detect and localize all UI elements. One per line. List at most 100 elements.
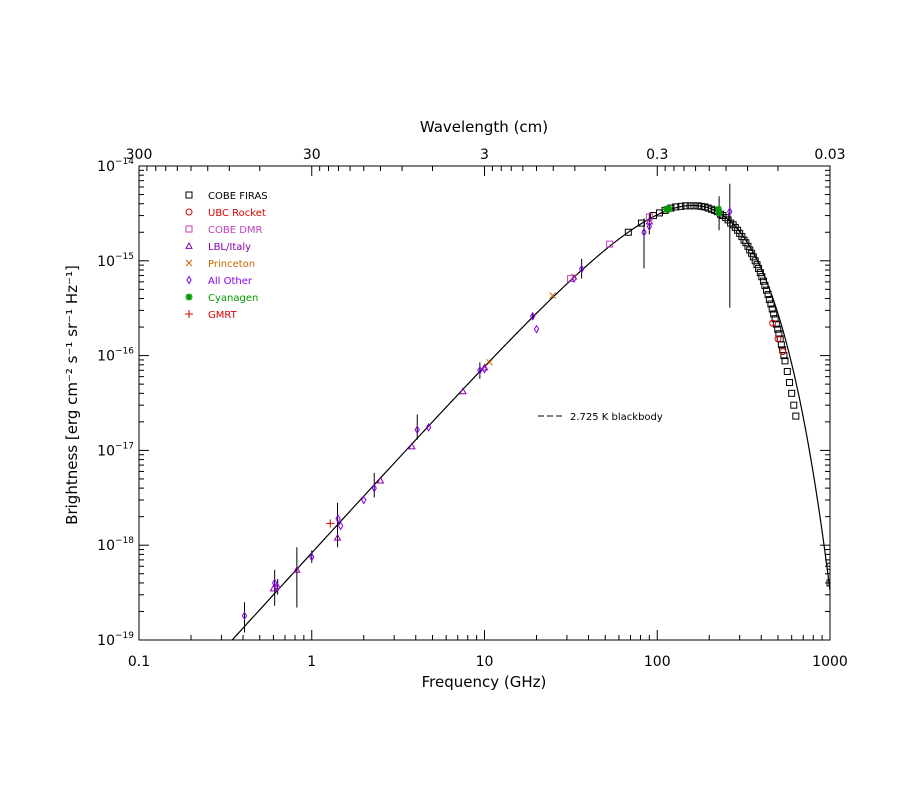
point-cobe-firas xyxy=(738,233,746,241)
point-all-other xyxy=(414,425,420,435)
legend-label-cobe-dmr: COBE DMR xyxy=(208,225,263,236)
point-all-other xyxy=(727,207,733,217)
point-cobe-firas xyxy=(727,219,735,227)
top-tick-label: 30 xyxy=(303,147,321,163)
point-all-other xyxy=(571,274,577,284)
x-tick-label: 10 xyxy=(476,654,494,670)
legend-symbol-gmrt xyxy=(185,310,193,318)
point-cobe-firas xyxy=(756,269,764,277)
point-cobe-firas xyxy=(770,310,778,318)
legend-label-lbl-italy: LBL/Italy xyxy=(208,242,251,253)
point-all-other xyxy=(241,611,248,621)
point-cobe-firas xyxy=(742,239,750,247)
point-cobe-firas xyxy=(774,325,782,333)
point-cobe-firas xyxy=(751,257,759,265)
point-cobe-firas xyxy=(772,320,780,328)
point-cobe-firas xyxy=(672,203,680,211)
point-cobe-firas xyxy=(690,202,698,210)
point-cobe-firas xyxy=(755,264,763,272)
point-cobe-firas xyxy=(786,379,794,387)
data-markers xyxy=(241,202,830,621)
point-all-other xyxy=(641,227,647,237)
point-cobe-firas xyxy=(781,357,789,365)
point-lbl-italy xyxy=(269,584,278,592)
error-bars xyxy=(243,183,731,633)
y-tick-label: 10−18 xyxy=(97,536,134,554)
legend-symbol-lbl-italy xyxy=(185,241,193,249)
point-ubc-rocket xyxy=(779,348,787,356)
point-cyanagen xyxy=(715,209,723,217)
point-cobe-firas xyxy=(686,202,694,210)
point-lbl-italy xyxy=(376,476,385,484)
point-cobe-firas xyxy=(722,214,730,222)
point-ubc-rocket xyxy=(769,319,777,327)
top-tick-label: 3 xyxy=(480,147,489,163)
point-all-other xyxy=(361,495,367,505)
point-cobe-firas xyxy=(826,579,830,587)
legend-label-all-other: All Other xyxy=(208,276,253,287)
point-all-other xyxy=(578,264,585,274)
point-all-other xyxy=(371,483,377,493)
point-cobe-firas xyxy=(792,412,800,420)
x-tick-label: 1000 xyxy=(812,654,848,670)
y-tick-label: 10−14 xyxy=(97,157,134,175)
legend-label-gmrt: GMRT xyxy=(208,310,238,321)
legend: COBE FIRAS UBC Rocket COBE DMR LBL/Italy Pri… xyxy=(185,191,268,321)
point-all-other xyxy=(274,582,281,592)
point-cobe-firas xyxy=(764,291,772,299)
legend-symbol-ubc-rocket xyxy=(185,208,193,216)
point-cobe-firas xyxy=(748,249,756,257)
legend-symbol-all-other xyxy=(186,275,192,285)
point-all-other xyxy=(309,552,315,562)
point-cobe-firas xyxy=(763,286,771,294)
point-all-other xyxy=(533,324,540,334)
point-cobe-firas xyxy=(761,281,769,289)
point-cobe-dmr xyxy=(645,213,653,221)
point-cobe-firas xyxy=(767,300,775,308)
top-tick-label: 0.3 xyxy=(646,147,668,163)
point-cobe-firas xyxy=(677,202,685,210)
y-tick-label: 10−17 xyxy=(97,441,134,459)
point-cobe-firas xyxy=(637,219,645,227)
point-cobe-firas xyxy=(744,242,752,250)
legend-label-ubc-rocket: UBC Rocket xyxy=(208,208,266,219)
point-cobe-firas xyxy=(783,367,791,375)
point-lbl-italy xyxy=(408,442,416,450)
point-princeton xyxy=(549,292,556,299)
point-cobe-firas xyxy=(682,202,690,210)
top-axis-label: Wavelength (cm) xyxy=(420,118,548,136)
y-tick-label: 10−16 xyxy=(97,347,134,365)
y-tick-label: 10−19 xyxy=(97,631,134,649)
point-cobe-firas xyxy=(753,261,761,269)
y-tick-labels: 10−14 10−15 10−16 10−17 10−18 10−19 xyxy=(97,157,134,649)
legend-label-cyanagen: Cyanagen xyxy=(208,293,258,304)
point-lbl-italy xyxy=(459,387,467,395)
legend-label-princeton: Princeton xyxy=(208,259,255,270)
legend-symbol-princeton xyxy=(185,259,193,267)
x-tick-label: 100 xyxy=(644,654,671,670)
point-cobe-firas xyxy=(775,330,783,338)
point-all-other xyxy=(481,364,488,374)
y-axis-label: Brightness [erg cm⁻² s⁻¹ sr⁻¹ Hz⁻¹] xyxy=(63,265,81,525)
point-cobe-dmr xyxy=(567,275,575,283)
x-tick-label: 0.1 xyxy=(128,654,150,670)
x-tick-labels: 0.1 1 10 100 1000 xyxy=(128,654,848,670)
model-label: 2.725 K blackbody xyxy=(570,412,663,423)
point-lbl-italy xyxy=(480,363,489,371)
legend-symbol-cobe-firas xyxy=(185,191,193,199)
top-tick-labels: 300 30 3 0.3 0.03 xyxy=(126,147,846,163)
top-tick-label: 0.03 xyxy=(814,147,845,163)
point-gmrt xyxy=(326,519,335,528)
point-cobe-firas xyxy=(790,401,798,409)
top-tick-label: 300 xyxy=(126,147,153,163)
legend-symbol-cobe-dmr xyxy=(185,225,193,233)
legend-label-cobe-firas: COBE FIRAS xyxy=(208,191,268,202)
model-annotation: 2.725 K blackbody xyxy=(538,412,663,423)
point-all-other xyxy=(425,422,432,432)
point-ubc-rocket xyxy=(774,335,782,343)
x-axis-label: Frequency (GHz) xyxy=(422,673,547,691)
point-lbl-italy xyxy=(293,565,301,573)
point-cobe-dmr xyxy=(606,240,614,248)
plot-frame xyxy=(138,165,831,641)
point-cyanagen xyxy=(665,205,673,213)
